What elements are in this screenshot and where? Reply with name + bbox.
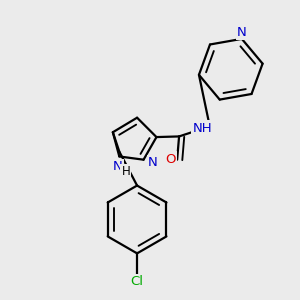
Text: Cl: Cl: [130, 275, 144, 288]
Text: N: N: [148, 156, 158, 169]
Text: H: H: [122, 165, 130, 178]
Text: NH: NH: [193, 122, 212, 134]
Text: N: N: [237, 26, 247, 39]
Text: O: O: [165, 152, 176, 166]
Text: N: N: [113, 160, 123, 173]
